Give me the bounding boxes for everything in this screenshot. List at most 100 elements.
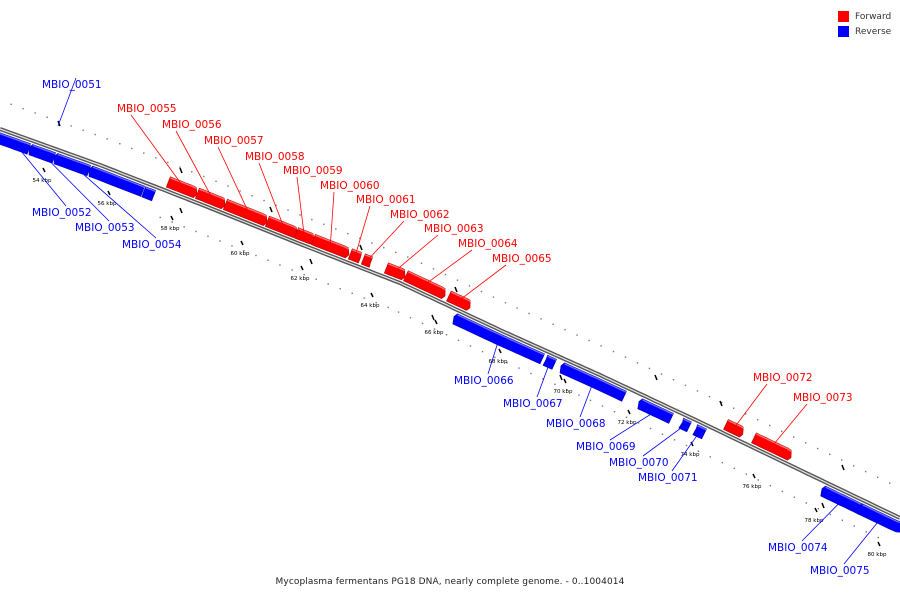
- ring-dot: [673, 439, 676, 441]
- ring-dot: [769, 485, 772, 487]
- ring-dot: [793, 496, 796, 498]
- ring-dot: [231, 245, 233, 247]
- ring-dot: [888, 482, 891, 484]
- gene-mbio-0058-highlight: [269, 216, 297, 229]
- legend: Forward Reverse: [838, 9, 891, 39]
- gene-unlabeled: [88, 165, 146, 197]
- scale-label: 78 kbp: [805, 518, 824, 524]
- scale-label: 64 kbp: [361, 303, 380, 309]
- backbone-inner: [0, 128, 900, 519]
- ring-dot: [351, 292, 353, 295]
- label-mbio-0065: MBIO_0065: [492, 253, 552, 265]
- scale-label: 70 kbp: [554, 389, 573, 395]
- ring-dot: [504, 302, 507, 304]
- ring-dot: [792, 436, 795, 438]
- ring-dot: [255, 254, 257, 257]
- ring-dot: [119, 143, 121, 145]
- ring-dot: [852, 465, 855, 467]
- ring-dot: [542, 378, 544, 380]
- ring-dot: [756, 419, 759, 421]
- gene-mbio-0075-highlight: [862, 504, 900, 524]
- ring-dot: [720, 401, 723, 404]
- leader-mbio-0070: [642, 424, 686, 457]
- label-mbio-0055: MBIO_0055: [117, 103, 177, 115]
- leader-mbio-0064: [424, 249, 473, 286]
- ring-dot: [46, 116, 48, 118]
- ring-dot: [191, 171, 193, 173]
- ring-dot: [649, 427, 652, 430]
- ring-dot: [409, 317, 412, 319]
- ring-dot: [347, 232, 349, 235]
- gene-mbio-0061-highlight: [352, 249, 363, 255]
- ring-dot: [540, 318, 542, 320]
- ring-tick: [719, 400, 723, 407]
- genome-caption: Mycoplasma fermentans PG18 DNA, nearly c…: [275, 577, 625, 587]
- ring-dot: [840, 459, 843, 461]
- ring-dot: [195, 230, 197, 233]
- label-mbio-0058: MBIO_0058: [245, 151, 305, 163]
- label-mbio-0073: MBIO_0073: [793, 392, 853, 404]
- ring-dot: [432, 268, 435, 270]
- ring-dot: [494, 356, 496, 359]
- scale-label: 74 kbp: [681, 452, 700, 458]
- ring-dot: [34, 112, 36, 114]
- ring-dot: [684, 384, 687, 387]
- gene-mbio-0073: [751, 432, 792, 461]
- ring-dot: [721, 461, 724, 464]
- gene-labels: MBIO_0051 MBIO_0052 MBIO_0053 MBIO_0054 MBIO…: [32, 79, 870, 577]
- label-mbio-0061: MBIO_0061: [356, 194, 416, 206]
- ring-dot: [708, 395, 711, 398]
- ring-tick: [559, 374, 563, 381]
- label-mbio-0051: MBIO_0051: [42, 79, 102, 91]
- ring-dot: [433, 328, 436, 330]
- scale-label: 60 kbp: [231, 251, 250, 257]
- ring-dot: [530, 372, 532, 375]
- leader-mbio-0059: [296, 176, 305, 237]
- ring-dot: [853, 525, 856, 527]
- ring-dot: [171, 221, 173, 223]
- ring-dot: [444, 273, 447, 276]
- ring-dot: [363, 297, 365, 299]
- ring-dot: [469, 345, 472, 347]
- ring-dot: [203, 175, 205, 178]
- ring-dot: [672, 379, 675, 381]
- legend-reverse: Reverse: [838, 24, 891, 39]
- ring-dot: [612, 350, 615, 353]
- ring-dot: [468, 285, 471, 287]
- ring-dot: [576, 334, 578, 336]
- leader-mbio-0056: [175, 130, 214, 200]
- gene-mbio-0060-highlight: [315, 234, 349, 250]
- scale-tick: [240, 240, 244, 246]
- ring-dot: [696, 390, 699, 392]
- ring-dot: [375, 301, 377, 304]
- ring-dot: [263, 199, 265, 202]
- gene-mbio-0056-highlight: [199, 188, 225, 201]
- ring-dot: [215, 180, 217, 183]
- gene-track: [0, 132, 900, 533]
- ring-dot: [768, 424, 771, 427]
- ring-dot: [323, 223, 325, 226]
- ring-dot: [492, 296, 495, 298]
- ring-dot: [275, 204, 277, 207]
- scale-ticks: 54 kbp 56 kbp 58 kbp 60 kbp 62 kbp 64 kbp 66 k…: [33, 120, 887, 558]
- leader-mbio-0067: [536, 362, 551, 398]
- gene-mbio-0063-highlight: [388, 263, 406, 272]
- leader-mbio-0071: [671, 431, 700, 472]
- scale-tick: [42, 167, 46, 173]
- gene-mbio-0062-highlight: [365, 254, 374, 259]
- ring-dot: [780, 430, 783, 432]
- ring-dot: [291, 269, 293, 271]
- ring-dot: [445, 333, 448, 336]
- ring-dot: [554, 383, 556, 386]
- gene-mbio-0054-highlight: [57, 153, 92, 168]
- ring-dot: [578, 394, 580, 396]
- label-mbio-0059: MBIO_0059: [283, 165, 343, 177]
- scale-tick: [170, 215, 174, 221]
- ring-dot: [564, 328, 566, 331]
- label-mbio-0064: MBIO_0064: [458, 238, 518, 250]
- leader-mbio-0055: [130, 114, 185, 189]
- gene-mbio-0056: [194, 187, 226, 210]
- gene-mbio-0059-highlight: [298, 228, 314, 236]
- ring-dot: [588, 339, 590, 342]
- ring-dot: [10, 103, 12, 106]
